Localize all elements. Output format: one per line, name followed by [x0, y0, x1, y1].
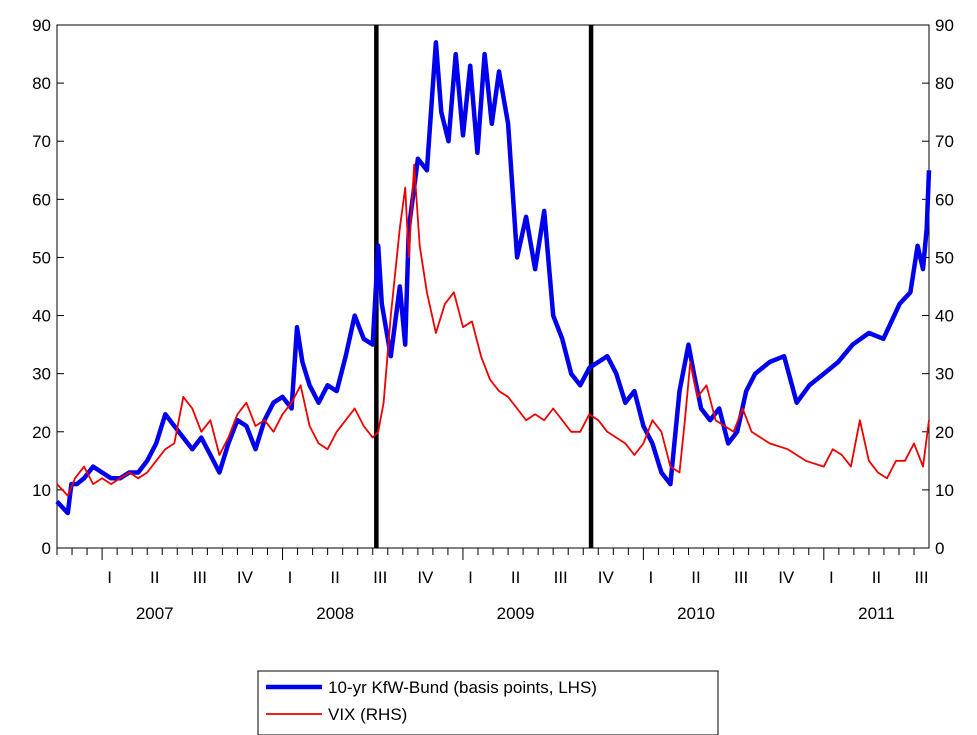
y-right-tick-label: 0 — [935, 539, 944, 558]
x-quarter-label: II — [872, 568, 881, 587]
y-left-tick-label: 20 — [32, 423, 51, 442]
y-axis-left: 0 10 20 30 40 50 60 70 80 90 — [32, 16, 64, 558]
y-left-tick-label: 80 — [32, 74, 51, 93]
x-quarter-label: III — [193, 568, 207, 587]
legend-label-kfw: 10-yr KfW-Bund (basis points, LHS) — [328, 678, 597, 697]
legend-label-vix: VIX (RHS) — [328, 705, 407, 724]
y-left-tick-label: 60 — [32, 190, 51, 209]
y-right-tick-label: 20 — [935, 423, 954, 442]
legend: 10-yr KfW-Bund (basis points, LHS) VIX (… — [257, 670, 719, 735]
x-quarter-label: II — [150, 568, 159, 587]
series-line-vix — [56, 163, 930, 497]
y-right-tick-label: 50 — [935, 248, 954, 267]
x-quarter-label: IV — [598, 568, 615, 587]
series-line-kfw-bund — [55, 40, 932, 516]
x-year-label: 2008 — [316, 604, 354, 623]
x-quarter-label: II — [330, 568, 339, 587]
x-quarter-label: II — [691, 568, 700, 587]
y-right-tick-label: 60 — [935, 190, 954, 209]
x-quarter-label: IV — [237, 568, 254, 587]
x-quarter-label: IV — [417, 568, 434, 587]
series-layer — [55, 40, 932, 516]
x-quarter-label: I — [829, 568, 834, 587]
x-year-label: 2007 — [136, 604, 174, 623]
y-left-tick-label: 70 — [32, 132, 51, 151]
x-quarter-label: I — [288, 568, 293, 587]
y-right-tick-label: 80 — [935, 74, 954, 93]
y-axis-right: 0 10 20 30 40 50 60 70 80 90 — [922, 16, 954, 558]
x-quarter-label: I — [107, 568, 112, 587]
x-quarter-label: III — [554, 568, 568, 587]
legend-box — [257, 670, 719, 735]
x-year-label: 2011 — [858, 604, 895, 623]
y-left-tick-label: 40 — [32, 307, 51, 326]
x-quarter-label: II — [511, 568, 520, 587]
y-right-tick-label: 70 — [935, 132, 954, 151]
y-right-tick-label: 40 — [935, 307, 954, 326]
x-year-label: 2009 — [497, 604, 535, 623]
y-left-tick-label: 10 — [32, 481, 51, 500]
y-left-tick-label: 50 — [32, 248, 51, 267]
y-right-tick-label: 10 — [935, 481, 954, 500]
x-quarter-label: III — [373, 568, 387, 587]
x-quarter-label: I — [468, 568, 473, 587]
x-axis: I II III IV I II III IV I II III IV I II III IV I II III20… — [56, 548, 929, 623]
y-right-tick-label: 90 — [935, 16, 954, 35]
x-quarter-label: III — [914, 568, 928, 587]
y-left-tick-label: 90 — [32, 16, 51, 35]
y-right-tick-label: 30 — [935, 365, 954, 384]
x-year-label: 2010 — [677, 604, 715, 623]
x-quarter-label: IV — [778, 568, 795, 587]
y-left-tick-label: 0 — [42, 539, 51, 558]
x-quarter-label: III — [734, 568, 748, 587]
y-left-tick-label: 30 — [32, 365, 51, 384]
x-quarter-label: I — [649, 568, 654, 587]
